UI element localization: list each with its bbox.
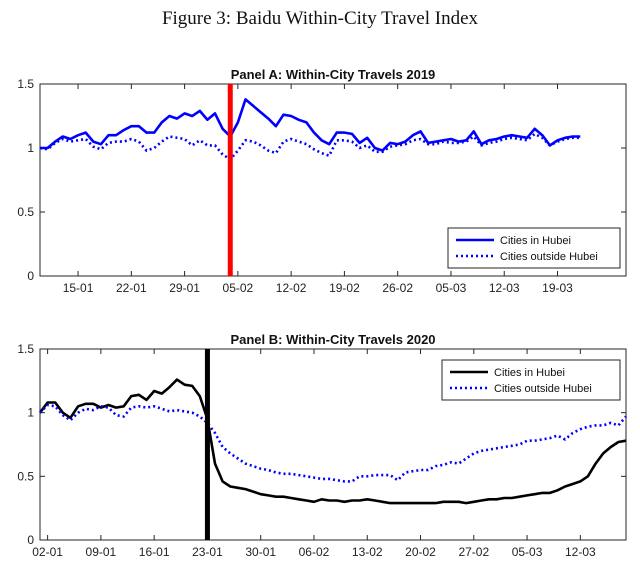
panel-a-ytick-label: 0.5 [17,205,34,219]
panel-b-xtick-label: 02-01 [32,545,63,559]
panel-b-title: Panel B: Within-City Travels 2020 [230,332,435,347]
panel-a-xtick-label: 22-01 [116,281,147,295]
panel-a-xtick-label: 15-01 [63,281,94,295]
panel-a-title: Panel A: Within-City Travels 2019 [231,67,436,82]
panel-a-legend-label: Cities outside Hubei [500,251,598,263]
panel-b-xtick-label: 23-01 [192,545,223,559]
panel-a-xtick-label: 05-03 [436,281,467,295]
panel-b-legend-label: Cities outside Hubei [494,383,592,395]
panel-b-ytick-label: 1.5 [17,342,34,356]
panel-a-ytick-label: 0 [27,269,34,283]
panel-b-ytick-label: 1 [27,406,34,420]
panel-b-xtick-label: 13-02 [352,545,383,559]
panel-b-legend-box [441,359,621,401]
panel-a-xtick-label: 29-01 [169,281,200,295]
panel-b-xtick-label: 06-02 [299,545,330,559]
figure-title: Figure 3: Baidu Within-City Travel Index [161,8,479,29]
panel-a-series-outside-hubei-line [39,132,581,161]
panel-a-ytick-label: 1 [27,141,34,155]
panel-a-series-hubei-line [40,98,581,152]
panel-b-series-hubei-line [38,378,627,505]
panel-b-xtick-label: 16-01 [139,545,170,559]
panel-a-chart: Panel A: Within-City Travels 2019 0 0.5 1 1.… [17,67,627,295]
panel-a-xtick-label: 26-02 [382,281,413,295]
panel-a-legend-box [447,227,621,269]
panel-b-xtick-label: 12-03 [565,545,596,559]
panel-b-ytick-label: 0.5 [17,469,34,483]
panel-a-legend-label: Cities in Hubei [500,235,571,247]
panel-a-xtick-label: 12-03 [489,281,520,295]
panel-b-xtick-label: 27-02 [458,545,489,559]
panel-b-xtick-label: 30-01 [245,545,276,559]
panel-b-xtick-label: 05-03 [512,545,543,559]
panel-b-xtick-label: 09-01 [86,545,117,559]
panel-a-xtick-label: 05-02 [223,281,254,295]
panel-a-ytick-label: 1.5 [17,77,34,91]
panel-b-xtick-label: 20-02 [405,545,436,559]
panel-b-ytick-label: 0 [27,533,34,547]
panel-b-chart: Panel B: Within-City Travels 2020 0 0.5 1 1.… [17,332,627,559]
panel-a-xtick-label: 19-03 [542,281,573,295]
panel-a-xtick-label: 12-02 [276,281,307,295]
panel-b-legend-label: Cities in Hubei [494,367,565,379]
panel-a-xtick-label: 19-02 [329,281,360,295]
